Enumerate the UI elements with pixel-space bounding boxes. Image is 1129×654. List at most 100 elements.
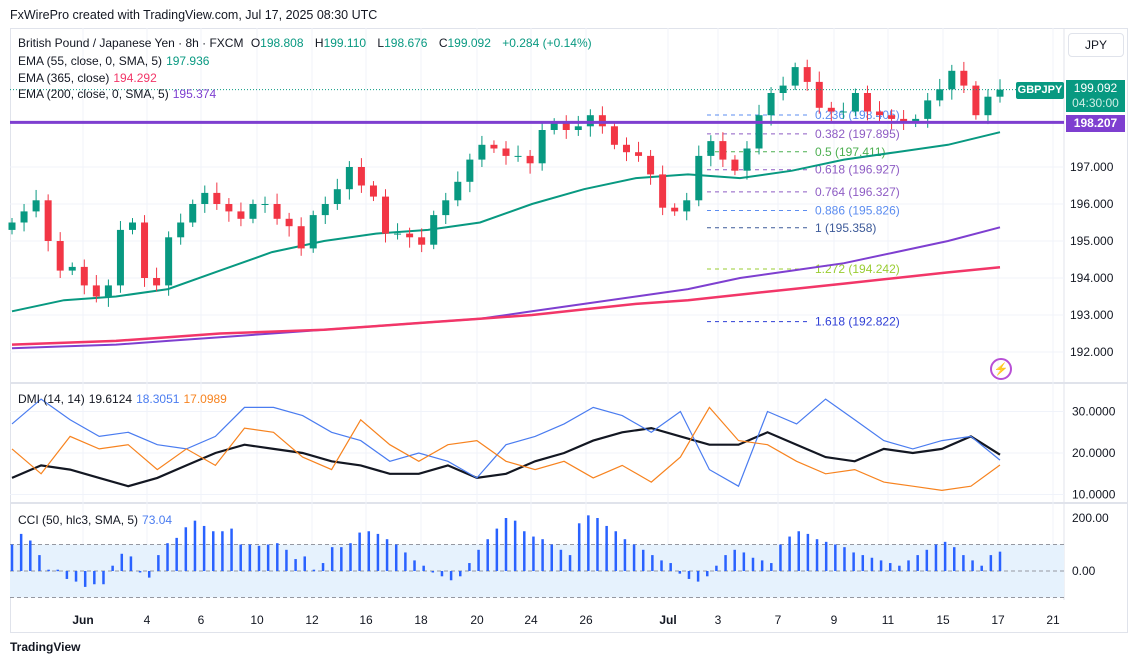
candle-body [635, 152, 643, 156]
candle-body [430, 215, 438, 245]
time-axis-label: 7 [775, 613, 782, 627]
cci-value: 73.04 [142, 513, 173, 527]
cci-bar [998, 551, 1002, 571]
cci-legend[interactable]: CCI (50, hlc3, SMA, 5) 73.04 [18, 513, 176, 527]
time-axis-label: 26 [579, 613, 593, 627]
ema-line-ema55 [11, 131, 1001, 313]
cci-bar [312, 569, 316, 572]
candle-body [382, 196, 390, 234]
ema365-legend[interactable]: EMA (365, close) 194.292 [18, 71, 161, 85]
time-axis-label: 15 [936, 613, 950, 627]
cci-bar [815, 539, 819, 571]
candle-body [888, 115, 896, 119]
currency-button[interactable]: JPY [1068, 33, 1124, 57]
candle-body [562, 122, 570, 130]
candle-body [237, 211, 245, 219]
candle-body [924, 100, 932, 119]
cci-bar [385, 539, 389, 571]
cci-bar [888, 563, 892, 571]
candle-body [128, 222, 136, 230]
candle-body [321, 204, 329, 216]
tradingview-logo: TradingView [10, 640, 81, 654]
dmi-adx-value: 19.6124 [88, 392, 133, 406]
time-axis-label: 17 [991, 613, 1005, 627]
cci-bar [468, 563, 471, 571]
cci-bar [166, 543, 169, 571]
candle-body [719, 141, 727, 160]
cci-bar [587, 515, 590, 571]
cci-bar [934, 544, 938, 571]
cci-bar [943, 541, 947, 571]
price-axis-label: 192.000 [1070, 345, 1114, 359]
cci-bar [577, 523, 581, 571]
cci-bar [330, 547, 334, 571]
candle-body [622, 144, 630, 153]
time-axis-label: 12 [305, 613, 319, 627]
cci-bar [696, 571, 700, 582]
candle-body [598, 115, 606, 127]
close-label: C [438, 36, 448, 50]
ema365-label: EMA (365, close) [18, 71, 110, 85]
candle-body [707, 141, 715, 156]
fib-level-label: 1.272 (194.242) [815, 262, 900, 276]
candle-body [815, 81, 823, 108]
candle-body [116, 229, 124, 286]
low-value: 198.676 [384, 36, 428, 50]
fib-level-label: 0.5 (197.411) [815, 145, 886, 159]
candle-body [610, 126, 618, 145]
candle-body [912, 118, 920, 123]
cci-bar [989, 555, 993, 571]
cci-bar [687, 571, 691, 579]
ema365-value: 194.292 [113, 71, 157, 85]
candle-body [418, 237, 426, 245]
dmi-legend[interactable]: DMI (14, 14) 19.6124 18.3051 17.0989 [18, 392, 231, 406]
candle-body [996, 89, 1004, 97]
cci-bar [276, 543, 279, 571]
cci-bar [111, 565, 114, 571]
cci-bar [641, 549, 645, 571]
candle-body [104, 285, 112, 297]
cci-bar [742, 552, 746, 571]
candle-body [803, 67, 811, 82]
cci-bar [504, 518, 508, 571]
candle-body [20, 211, 28, 223]
time-axis-label: 18 [414, 613, 428, 627]
candle-body [297, 226, 305, 249]
price-axis-label: 194.000 [1070, 271, 1114, 285]
symbol-legend: British Pound / Japanese Yen · 8h · FXCM… [18, 36, 596, 50]
cci-bar [193, 520, 197, 571]
dmi-line-plus-di [11, 398, 1001, 488]
time-axis-label: 24 [524, 613, 538, 627]
last-price: 199.092 [1073, 81, 1118, 95]
last-price-tag: 199.092 04:30:00 [1066, 80, 1125, 112]
ema200-legend[interactable]: EMA (200, close, 0, SMA, 5) 195.374 [18, 87, 220, 101]
lightning-icon[interactable]: ⚡ [990, 358, 1012, 380]
cci-bar [953, 547, 956, 571]
candle-body [273, 204, 281, 219]
ohlc-open: O198.808 [251, 36, 308, 50]
cci-bar [715, 565, 718, 571]
chart-frame[interactable] [10, 28, 1128, 633]
time-axis-label: 20 [470, 613, 484, 627]
candle-body [647, 155, 655, 175]
cci-bar [449, 571, 453, 581]
cci-bar [184, 527, 188, 571]
open-label: O [250, 36, 261, 50]
cci-bar [248, 544, 252, 571]
cci-bar [760, 560, 764, 571]
cci-bar [678, 571, 682, 574]
cci-bar [212, 531, 215, 571]
cci-bar [321, 563, 325, 571]
candle-body [56, 241, 64, 271]
dmi-line-minus-di [11, 406, 1001, 492]
ema55-legend[interactable]: EMA (55, close, 0, SMA, 5) 197.936 [18, 54, 213, 68]
candle-body [827, 107, 835, 112]
cci-bar [568, 555, 572, 571]
cci-bar [632, 544, 636, 571]
cci-bar [724, 555, 727, 571]
candle-body [454, 181, 462, 201]
candle-body [586, 115, 594, 127]
candle-body [261, 204, 269, 205]
time-axis-label: Jun [72, 613, 93, 627]
